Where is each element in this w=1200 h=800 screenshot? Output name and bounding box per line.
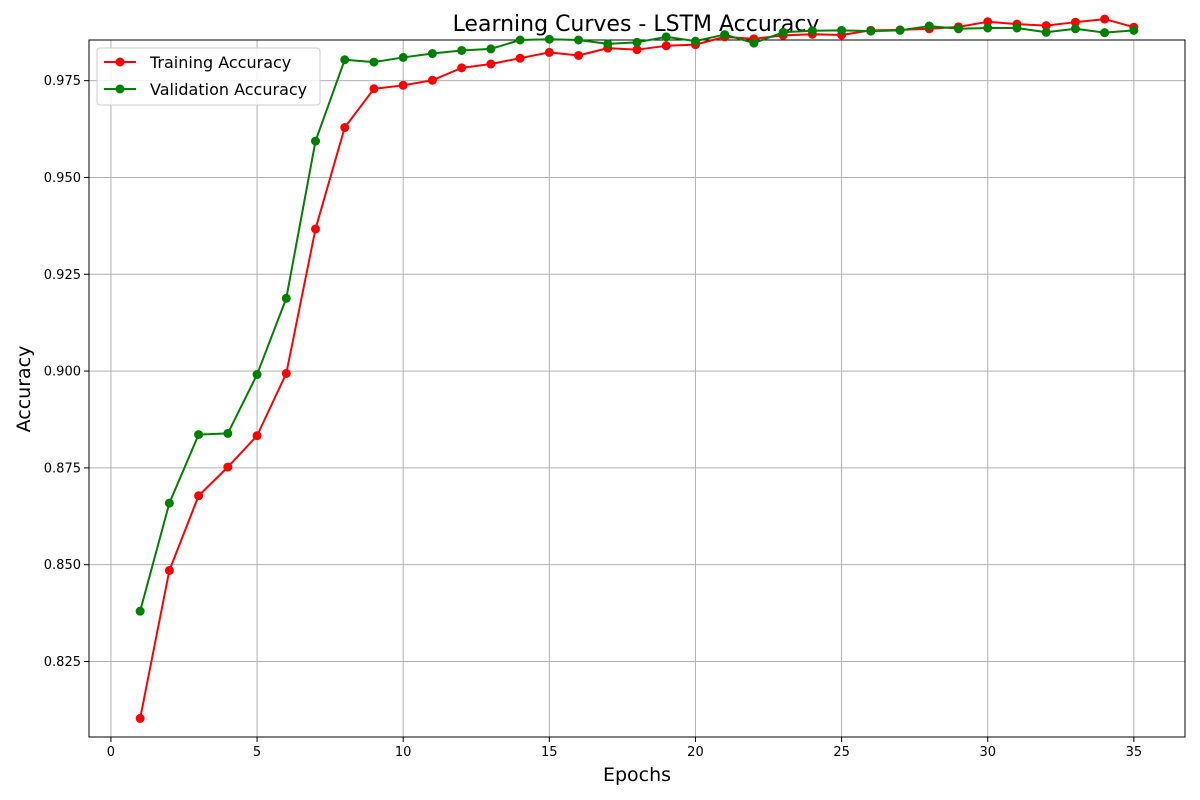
legend-marker bbox=[115, 84, 125, 94]
data-point bbox=[544, 47, 554, 57]
y-tick-label: 0.925 bbox=[44, 268, 81, 283]
data-point bbox=[164, 565, 174, 575]
data-point bbox=[1070, 24, 1080, 34]
data-point bbox=[223, 462, 233, 472]
data-point bbox=[1012, 23, 1022, 33]
data-point bbox=[398, 80, 408, 90]
legend-entry: Validation Accuracy bbox=[104, 80, 307, 99]
legend-marker bbox=[115, 57, 125, 67]
y-tick-label: 0.875 bbox=[44, 461, 81, 476]
data-point bbox=[194, 491, 204, 501]
data-point bbox=[369, 57, 379, 67]
data-point bbox=[486, 59, 496, 69]
data-point bbox=[953, 24, 963, 34]
series-layer bbox=[135, 14, 1139, 723]
data-point bbox=[340, 123, 350, 133]
data-point bbox=[311, 136, 321, 146]
x-axis-ticks: 0 5 10 15 20 25 30 35 bbox=[107, 737, 1142, 760]
y-tick-label: 0.900 bbox=[44, 365, 81, 380]
data-point bbox=[720, 30, 730, 40]
x-tick-label: 25 bbox=[833, 745, 850, 760]
legend-label: Training Accuracy bbox=[149, 53, 291, 72]
x-tick-label: 5 bbox=[253, 745, 261, 760]
data-point bbox=[544, 34, 554, 44]
data-point bbox=[457, 45, 467, 55]
data-point bbox=[924, 21, 934, 31]
data-point bbox=[895, 25, 905, 35]
data-point bbox=[574, 35, 584, 45]
series-0 bbox=[135, 14, 1139, 723]
data-point bbox=[457, 63, 467, 73]
data-point bbox=[164, 498, 174, 508]
legend-box bbox=[96, 47, 321, 106]
y-tick-label: 0.950 bbox=[44, 171, 81, 186]
x-tick-label: 0 bbox=[107, 745, 115, 760]
data-point bbox=[369, 84, 379, 94]
data-point bbox=[661, 41, 671, 51]
data-point bbox=[427, 75, 437, 85]
data-point bbox=[1100, 28, 1110, 38]
data-point bbox=[311, 224, 321, 234]
data-point bbox=[778, 27, 788, 37]
data-point bbox=[135, 606, 145, 616]
y-axis-label: Accuracy bbox=[13, 346, 35, 433]
data-point bbox=[252, 370, 262, 380]
data-point bbox=[515, 53, 525, 63]
x-tick-label: 20 bbox=[687, 745, 704, 760]
data-point bbox=[603, 39, 613, 49]
data-point bbox=[1041, 21, 1051, 31]
data-point bbox=[281, 368, 291, 378]
series-1 bbox=[135, 21, 1139, 616]
data-point bbox=[515, 35, 525, 45]
legend: Training Accuracy Validation Accuracy bbox=[96, 47, 321, 106]
data-point bbox=[340, 55, 350, 65]
data-point bbox=[427, 49, 437, 59]
y-axis-ticks: 0.825 0.850 0.875 0.900 0.925 0.950 0.975 bbox=[44, 74, 89, 670]
y-tick-label: 0.825 bbox=[44, 655, 81, 670]
data-point bbox=[1041, 27, 1051, 37]
data-point bbox=[661, 32, 671, 42]
grid bbox=[89, 40, 1185, 737]
data-point bbox=[866, 26, 876, 36]
data-point bbox=[749, 38, 759, 48]
y-tick-label: 0.850 bbox=[44, 558, 81, 573]
data-point bbox=[574, 50, 584, 60]
x-tick-label: 35 bbox=[1126, 745, 1143, 760]
data-point bbox=[983, 23, 993, 33]
data-point bbox=[252, 431, 262, 441]
x-tick-label: 30 bbox=[979, 745, 996, 760]
data-point bbox=[281, 293, 291, 303]
data-point bbox=[632, 45, 642, 55]
data-point bbox=[1100, 14, 1110, 24]
data-point bbox=[1129, 25, 1139, 35]
legend-entry: Training Accuracy bbox=[104, 53, 291, 72]
data-point bbox=[223, 428, 233, 438]
legend-label: Validation Accuracy bbox=[150, 80, 307, 99]
y-tick-label: 0.975 bbox=[44, 74, 81, 89]
data-point bbox=[632, 37, 642, 47]
data-point bbox=[398, 52, 408, 62]
data-point bbox=[486, 44, 496, 54]
data-point bbox=[807, 26, 817, 36]
data-point bbox=[690, 36, 700, 46]
data-point bbox=[135, 713, 145, 723]
x-tick-label: 10 bbox=[395, 745, 412, 760]
x-tick-label: 15 bbox=[541, 745, 558, 760]
data-point bbox=[1070, 17, 1080, 27]
chart-title: Learning Curves - LSTM Accuracy bbox=[453, 12, 820, 37]
x-axis-label: Epochs bbox=[603, 764, 671, 786]
data-point bbox=[194, 430, 204, 440]
data-point bbox=[837, 25, 847, 35]
data-point bbox=[983, 17, 993, 27]
